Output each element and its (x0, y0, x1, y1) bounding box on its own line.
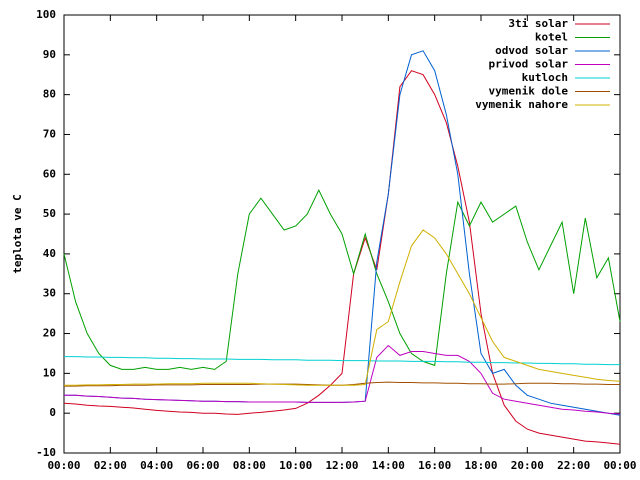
y-tick-label: 10 (43, 366, 56, 379)
series-line (63, 189, 621, 370)
x-tick-label: 06:00 (186, 459, 219, 472)
x-tick-label: 10:00 (279, 459, 312, 472)
y-axis-label: teplota ve C (11, 194, 24, 273)
x-tick-label: 14:00 (372, 459, 405, 472)
x-tick-label: 22:00 (557, 459, 590, 472)
y-tick-label: 80 (43, 88, 56, 101)
x-tick-label: 04:00 (140, 459, 173, 472)
legend-label: 3ti solar (508, 17, 568, 30)
y-tick-label: 50 (43, 207, 56, 220)
x-tick-label: 00:00 (603, 459, 636, 472)
y-tick-label: 90 (43, 48, 56, 61)
y-tick-label: 70 (43, 127, 56, 140)
series-line (64, 356, 620, 366)
y-tick-label: 30 (43, 287, 56, 300)
series-line (64, 344, 621, 415)
x-tick-label: 00:00 (47, 459, 80, 472)
x-tick-label: 08:00 (233, 459, 266, 472)
y-tick-label: -10 (36, 446, 56, 459)
x-tick-label: 12:00 (325, 459, 358, 472)
legend-label: kutloch (522, 71, 568, 84)
series-line (64, 229, 621, 386)
y-tick-label: 40 (43, 247, 56, 260)
legend-label: odvod solar (495, 44, 568, 57)
legend-label: vymenik dole (489, 85, 569, 98)
legend-label: privod solar (489, 58, 569, 71)
x-tick-label: 18:00 (464, 459, 497, 472)
legend-label: vymenik nahore (475, 98, 568, 111)
y-tick-label: 0 (49, 406, 56, 419)
legend-label: kotel (535, 31, 568, 44)
x-tick-label: 20:00 (511, 459, 544, 472)
x-tick-label: 16:00 (418, 459, 451, 472)
y-tick-label: 20 (43, 327, 56, 340)
x-tick-label: 02:00 (94, 459, 127, 472)
y-tick-label: 60 (43, 167, 56, 180)
y-tick-label: 100 (36, 8, 56, 21)
series-line (63, 70, 621, 445)
